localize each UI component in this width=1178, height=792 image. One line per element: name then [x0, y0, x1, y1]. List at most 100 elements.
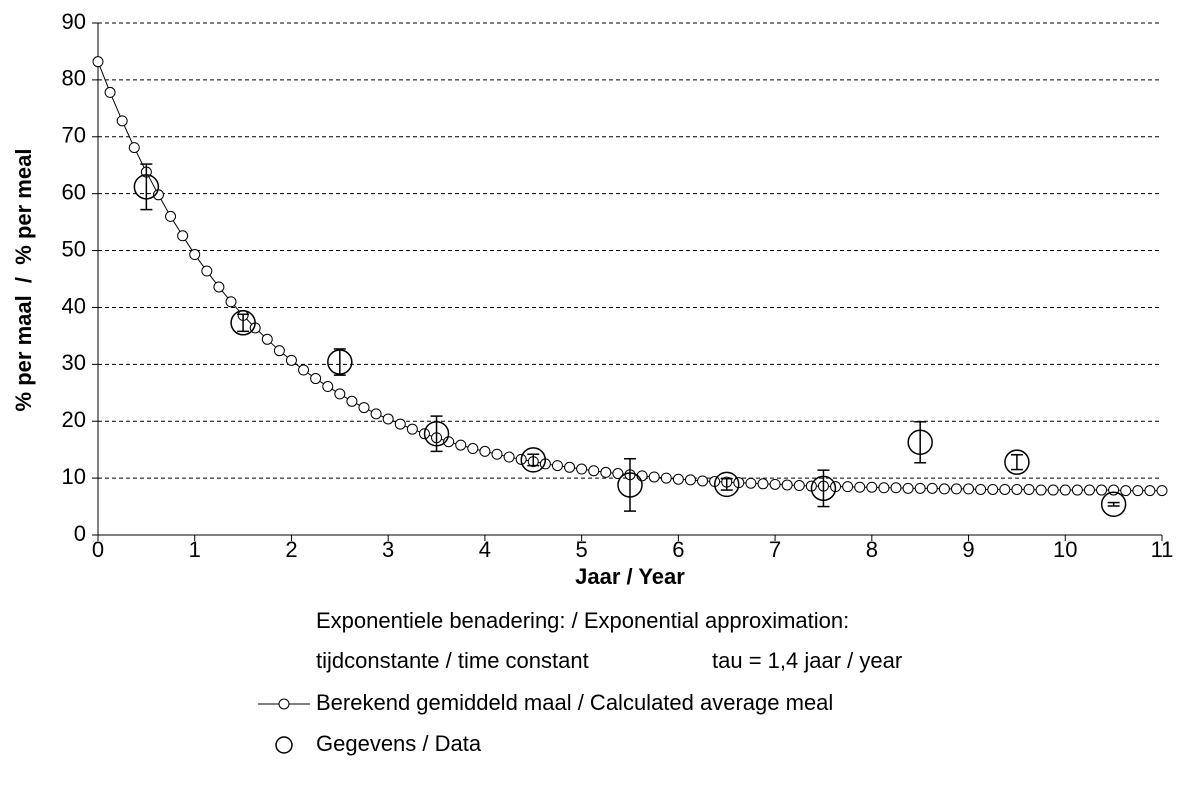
line-marker [382, 413, 394, 425]
line-marker [697, 475, 709, 487]
data-point [1100, 491, 1127, 518]
line-marker [672, 473, 684, 485]
line-marker [866, 481, 878, 493]
line-marker [285, 354, 297, 366]
data-point [327, 349, 353, 375]
line-marker [1023, 483, 1035, 495]
x-tick-label: 8 [866, 537, 878, 562]
line-marker [914, 482, 926, 494]
line-marker [1156, 485, 1168, 497]
line-marker [334, 388, 346, 400]
data-point [230, 310, 256, 336]
y-tick-label: 90 [62, 9, 86, 34]
data-point [907, 429, 933, 456]
y-tick-label: 60 [62, 179, 86, 204]
line-marker [950, 483, 962, 495]
line-marker [576, 463, 588, 475]
y-tick-label: 80 [62, 66, 86, 91]
y-tick-label: 40 [62, 293, 86, 318]
y-tick-label: 20 [62, 407, 86, 432]
line-marker [225, 296, 237, 308]
line-marker [104, 86, 116, 98]
line-marker [479, 445, 491, 457]
line-marker [1132, 485, 1144, 497]
line-marker [600, 466, 612, 478]
line-marker [975, 483, 987, 495]
line-marker [769, 478, 781, 490]
line-marker [346, 395, 358, 407]
line-marker [999, 483, 1011, 495]
line-marker [189, 249, 201, 261]
line-marker [273, 345, 285, 357]
y-tick-label: 30 [62, 350, 86, 375]
line-marker [854, 481, 866, 493]
data-point [617, 472, 643, 498]
line-marker [128, 142, 140, 154]
line-marker [1035, 484, 1047, 496]
line-marker [310, 373, 322, 385]
line-marker [890, 482, 902, 494]
data-point [423, 420, 450, 447]
line-marker [987, 483, 999, 495]
line-marker [261, 333, 273, 345]
x-tick-label: 11 [1151, 537, 1174, 562]
data-point [520, 447, 547, 473]
line-marker [177, 230, 189, 242]
line-marker [92, 56, 104, 68]
x-tick-label: 0 [92, 537, 104, 562]
annotation: tau = 1,4 jaar / year [712, 648, 902, 673]
x-tick-label: 7 [769, 537, 781, 562]
line-marker [963, 483, 975, 495]
line-marker [1047, 484, 1059, 496]
y-tick-label: 70 [62, 123, 86, 148]
line-marker [116, 115, 128, 127]
line-marker [1083, 484, 1095, 496]
line-marker [503, 451, 515, 463]
line-marker [1120, 485, 1132, 497]
line-marker [1096, 484, 1108, 496]
line-marker [648, 471, 660, 483]
line-marker [745, 477, 757, 489]
y-tick-label: 50 [62, 236, 86, 261]
line-marker [938, 483, 950, 495]
x-tick-label: 2 [285, 537, 297, 562]
line-marker [322, 381, 334, 393]
x-tick-label: 4 [479, 537, 491, 562]
data-point [810, 475, 837, 502]
line-marker [406, 423, 418, 435]
y-tick-label: 10 [62, 464, 86, 489]
line-marker [394, 418, 406, 430]
x-tick-label: 1 [189, 537, 201, 562]
line-marker [201, 265, 213, 277]
line-marker [370, 408, 382, 420]
legend-marker [278, 698, 290, 710]
x-tick-label: 5 [576, 537, 588, 562]
annotation: Exponentiele benadering: / Exponential a… [316, 608, 849, 633]
line-marker [588, 465, 600, 477]
line-marker [842, 481, 854, 493]
line-marker [358, 402, 370, 414]
x-tick-label: 9 [962, 537, 974, 562]
line-marker [660, 472, 672, 484]
line-marker [757, 478, 769, 490]
line-marker [684, 474, 696, 486]
line-marker [612, 468, 624, 480]
line-marker [902, 482, 914, 494]
line-marker [165, 210, 177, 222]
x-tick-label: 6 [672, 537, 684, 562]
data-point [133, 174, 160, 200]
line-marker [1144, 485, 1156, 497]
y-axis-label: % per maal / % per meal [11, 149, 36, 412]
line-marker [781, 479, 793, 491]
line-marker [926, 482, 938, 494]
line-marker [455, 439, 467, 451]
line-marker [1011, 483, 1023, 495]
legend-marker [275, 736, 293, 754]
legend-label: Berekend gemiddeld maal / Calculated ave… [316, 690, 833, 715]
line-marker [298, 364, 310, 376]
line-marker [213, 281, 225, 293]
line-marker [878, 482, 890, 494]
line-marker [467, 443, 479, 455]
line-marker [1071, 484, 1083, 496]
